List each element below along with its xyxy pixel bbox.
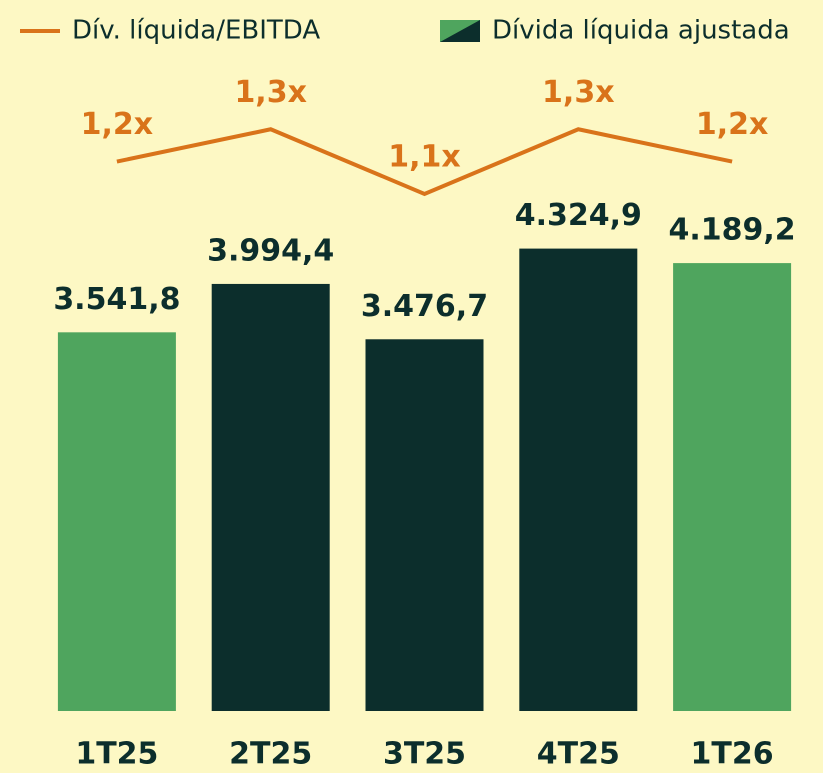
x-tick-label: 1T26 (691, 737, 774, 772)
bar (57, 332, 176, 711)
legend-label: Dív. líquida/EBITDA (72, 16, 320, 46)
line-value-label: 1,1x (388, 139, 461, 174)
x-tick-label: 2T25 (229, 737, 312, 772)
x-tick-label: 3T25 (383, 737, 466, 772)
bar-value-label: 3.541,8 (53, 282, 180, 317)
bar (211, 283, 330, 711)
bar (673, 263, 792, 711)
legend-label: Dívida líquida ajustada (492, 16, 790, 46)
x-tick-label: 1T25 (75, 737, 158, 772)
bar (365, 339, 484, 711)
line-value-label: 1,3x (234, 75, 307, 110)
bar-value-label: 4.324,9 (515, 198, 642, 233)
bar (519, 248, 638, 712)
line-value-label: 1,2x (696, 107, 769, 142)
line-value-label: 1,2x (81, 107, 154, 142)
bar-value-label: 3.476,7 (361, 289, 488, 324)
bar-value-label: 3.994,4 (207, 233, 334, 268)
x-tick-label: 4T25 (537, 737, 620, 772)
line-value-label: 1,3x (542, 75, 615, 110)
line (116, 127, 733, 197)
bar-value-label: 4.189,2 (669, 213, 796, 248)
